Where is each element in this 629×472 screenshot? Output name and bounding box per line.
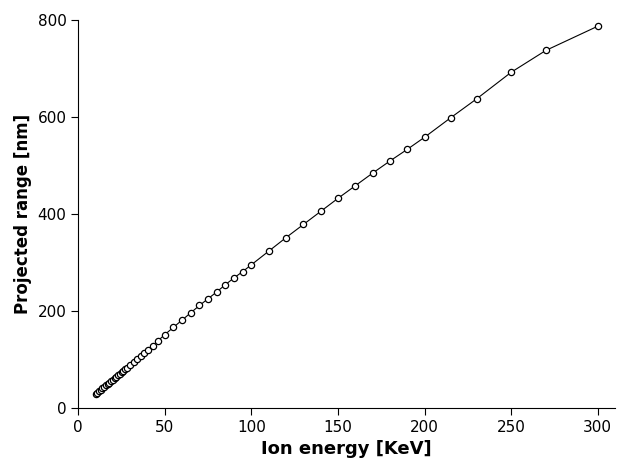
Y-axis label: Projected range [nm]: Projected range [nm] xyxy=(14,114,32,314)
X-axis label: Ion energy [KeV]: Ion energy [KeV] xyxy=(262,440,432,458)
